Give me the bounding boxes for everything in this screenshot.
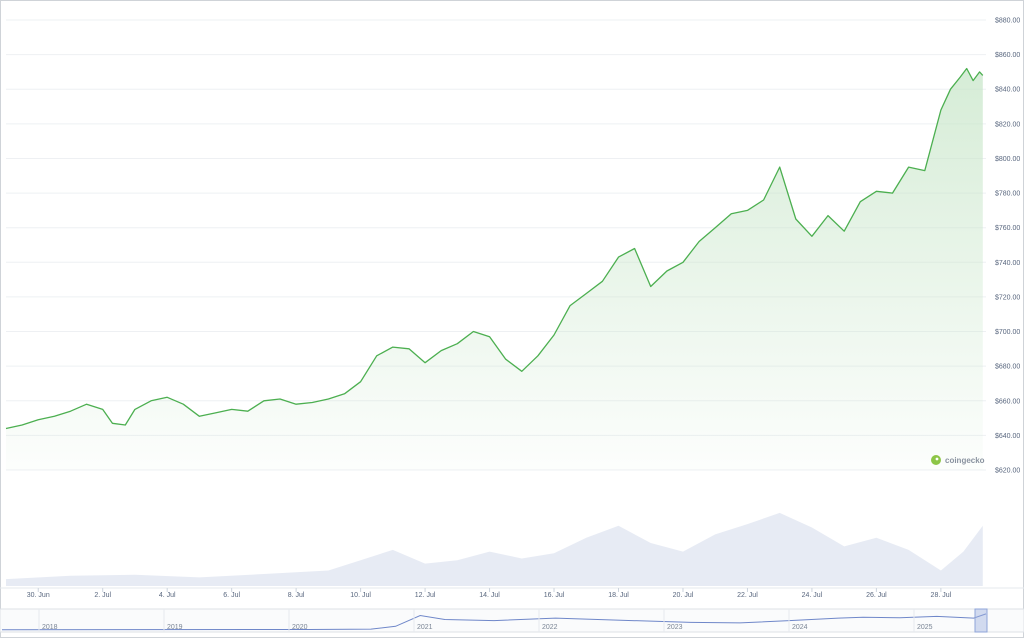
x-tick-label: 24. Jul xyxy=(802,592,823,599)
navigator-year-label: 2022 xyxy=(542,624,558,631)
y-tick-label: $780.00 xyxy=(995,191,1020,198)
price-line[interactable] xyxy=(5,67,984,430)
y-tick-label: $680.00 xyxy=(995,364,1020,371)
navigator-year-label: 2025 xyxy=(917,624,933,631)
y-tick-label: $720.00 xyxy=(995,294,1020,301)
y-tick-label: $740.00 xyxy=(995,260,1020,267)
volume-area xyxy=(6,512,983,586)
y-tick-label: $660.00 xyxy=(995,398,1020,405)
x-tick-label: 30. Jun xyxy=(27,592,50,599)
y-tick-label: $800.00 xyxy=(995,156,1020,163)
price-area xyxy=(5,67,984,470)
x-tick-label: 28. Jul xyxy=(931,592,952,599)
x-tick-label: 20. Jul xyxy=(673,592,694,599)
x-tick-label: 26. Jul xyxy=(866,592,887,599)
x-tick-label: 6. Jul xyxy=(223,592,240,599)
gecko-logo-icon xyxy=(931,455,941,465)
x-tick-label: 8. Jul xyxy=(288,592,305,599)
navigator-track xyxy=(0,608,1024,633)
x-tick-label: 10. Jul xyxy=(350,592,371,599)
x-tick-label: 18. Jul xyxy=(608,592,629,599)
y-tick-label: $840.00 xyxy=(995,87,1020,94)
navigator-year-label: 2019 xyxy=(167,624,183,631)
y-tick-label: $760.00 xyxy=(995,225,1020,232)
volume-bars xyxy=(6,512,983,586)
y-tick-label: $700.00 xyxy=(995,329,1020,336)
navigator-year-label: 2018 xyxy=(42,624,58,631)
y-tick-label: $620.00 xyxy=(995,468,1020,475)
range-navigator[interactable]: 2018 2019 2020 2021 2022 2023 2024 2025 xyxy=(0,608,1024,633)
navigator-year-label: 2020 xyxy=(292,624,308,631)
brand-name: coingecko xyxy=(945,456,985,465)
x-tick-label: 16. Jul xyxy=(544,592,565,599)
y-tick-label: $880.00 xyxy=(995,18,1020,25)
x-tick-label: 14. Jul xyxy=(479,592,500,599)
x-tick-label: 2. Jul xyxy=(94,592,111,599)
x-tick-label: 4. Jul xyxy=(159,592,176,599)
y-tick-label: $640.00 xyxy=(995,433,1020,440)
coingecko-watermark: coingecko xyxy=(931,455,985,465)
navigator-year-label: 2021 xyxy=(417,624,433,631)
price-area-fill xyxy=(6,68,983,470)
y-tick-label: $820.00 xyxy=(995,121,1020,128)
x-tick-label: 22. Jul xyxy=(737,592,758,599)
x-tick-label: 12. Jul xyxy=(415,592,436,599)
x-axis: 30. Jun 2. Jul 4. Jul 6. Jul 8. Jul 10. Jul 12… xyxy=(0,587,1024,599)
navigator-year-label: 2024 xyxy=(792,624,808,631)
y-axis: $880.00 $860.00 $840.00 $820.00 $800.00 $780.… xyxy=(995,18,1020,475)
y-tick-label: $860.00 xyxy=(995,52,1020,59)
navigator-selection[interactable] xyxy=(974,608,988,633)
navigator-line xyxy=(1,613,987,631)
navigator-year-label: 2023 xyxy=(667,624,683,631)
